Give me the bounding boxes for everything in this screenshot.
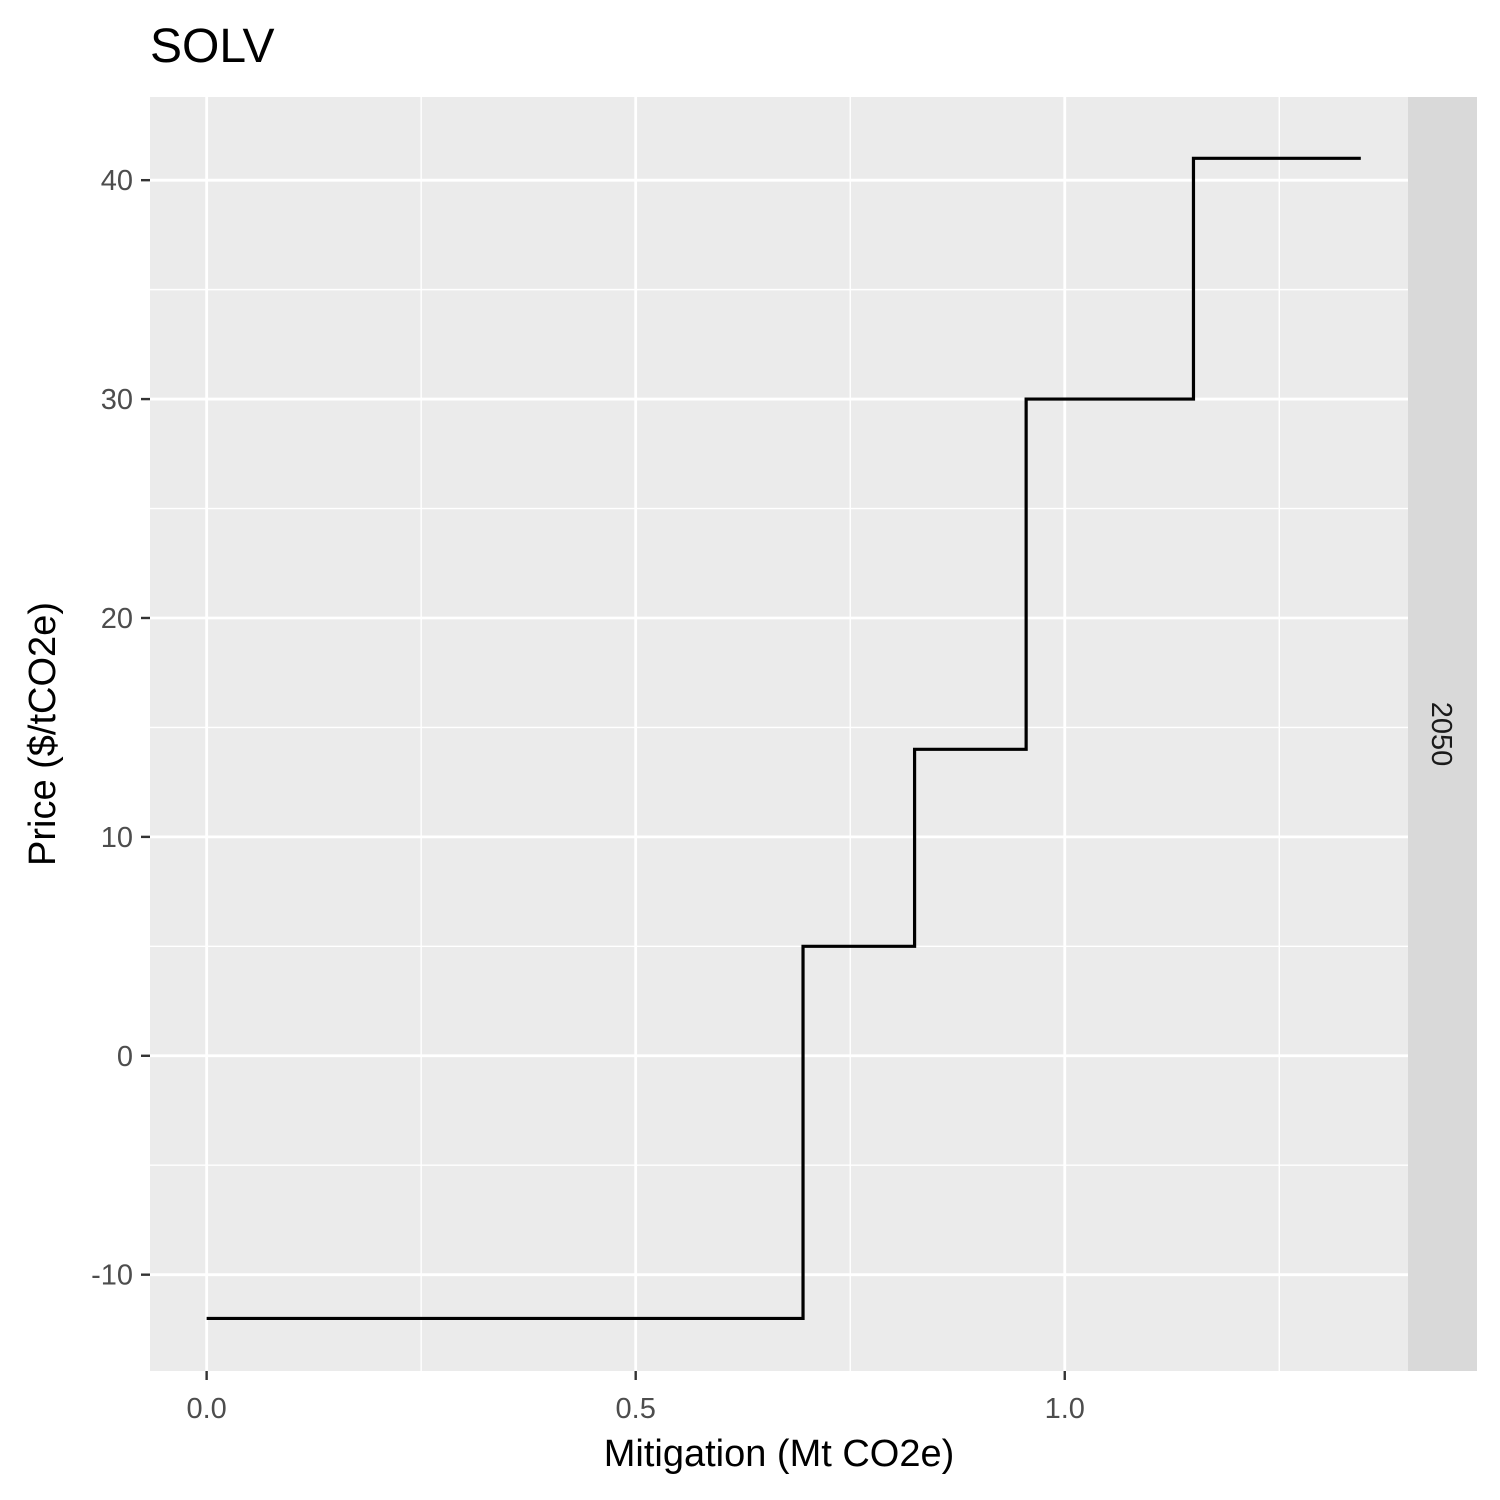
x-axis-title: Mitigation (Mt CO2e) xyxy=(604,1433,955,1475)
step-line-series xyxy=(206,156,1361,1321)
x-tick-label: 0.5 xyxy=(616,1393,656,1425)
x-axis-ticks: 0.0 0.5 1.0 xyxy=(186,1371,1085,1425)
plot-panel xyxy=(150,97,1408,1371)
y-tick-label: 0 xyxy=(117,1041,133,1073)
y-axis-title: Price ($/tCO2e) xyxy=(22,602,64,866)
y-tick-label: 40 xyxy=(101,165,133,197)
chart-title: SOLV xyxy=(150,20,275,73)
y-axis-ticks: -10 0 10 20 30 40 xyxy=(91,165,150,1292)
major-gridlines xyxy=(150,97,1408,1371)
y-tick-label: 30 xyxy=(101,384,133,416)
facet-strip xyxy=(1408,97,1477,1371)
minor-gridlines xyxy=(150,97,1408,1371)
facet-label: 2050 xyxy=(1425,702,1457,767)
y-tick-label: 10 xyxy=(101,822,133,854)
y-tick-label: 20 xyxy=(101,603,133,635)
x-tick-label: 0.0 xyxy=(186,1393,226,1425)
x-tick-label: 1.0 xyxy=(1045,1393,1085,1425)
y-tick-label: -10 xyxy=(91,1260,133,1292)
